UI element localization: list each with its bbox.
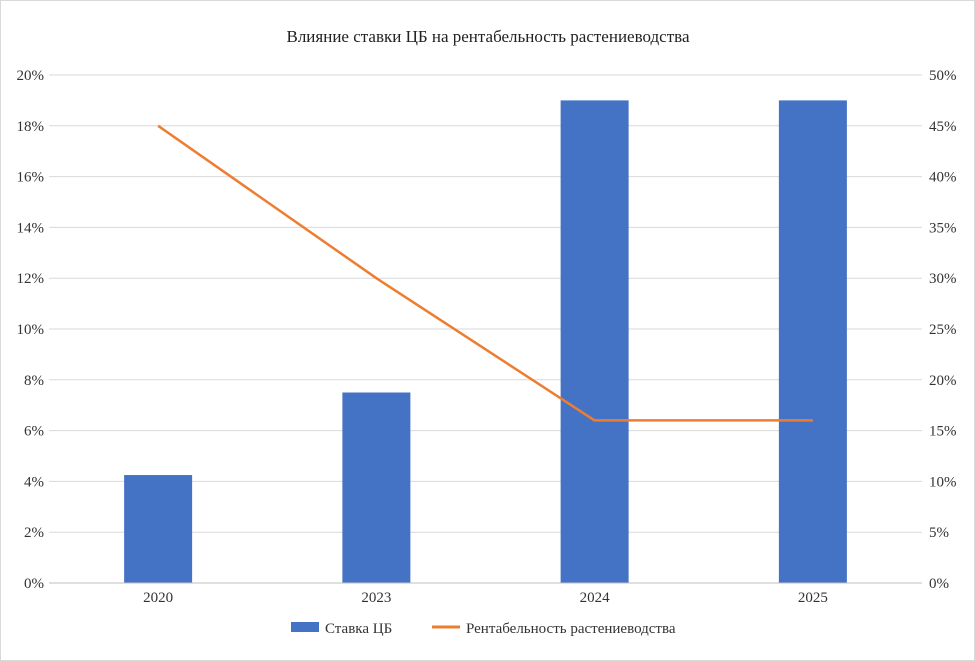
- y-right-tick-label: 20%: [929, 373, 957, 389]
- x-tick-label: 2024: [580, 590, 611, 606]
- y-right-tick-label: 40%: [929, 170, 957, 186]
- legend: Ставка ЦБ Рентабельность растениеводства: [291, 621, 676, 637]
- line-path: [157, 124, 813, 422]
- bar: [560, 100, 629, 584]
- y-left-tick-label: 0%: [24, 576, 44, 592]
- line-series-rentabelnost: [157, 124, 813, 422]
- y-right-tick-label: 15%: [929, 424, 957, 440]
- y-left-tick-label: 10%: [17, 322, 45, 338]
- y-left-tick-label: 18%: [17, 119, 45, 135]
- y-right-tick-label: 5%: [929, 525, 949, 541]
- y-left-tick-label: 8%: [24, 373, 44, 389]
- y-left-tick-label: 4%: [24, 474, 44, 490]
- y-right-tick-label: 45%: [929, 119, 957, 135]
- bar: [342, 392, 411, 583]
- bar: [778, 100, 847, 584]
- y-right-tick-label: 10%: [929, 474, 957, 490]
- y-left-tick-label: 12%: [17, 271, 45, 287]
- y-left-tick-label: 6%: [24, 424, 44, 440]
- y-right-tick-label: 30%: [929, 271, 957, 287]
- y-right-tick-label: 0%: [929, 576, 949, 592]
- legend-label-stavka: Ставка ЦБ: [325, 621, 392, 637]
- chart-title: Влияние ставки ЦБ на рентабельность раст…: [286, 27, 689, 46]
- legend-label-rentabelnost: Рентабельность растениеводства: [466, 621, 676, 637]
- y-left-tick-label: 2%: [24, 525, 44, 541]
- y-left-tick-label: 20%: [17, 68, 45, 84]
- y-right-tick-label: 35%: [929, 220, 957, 236]
- y-left-tick-label: 16%: [17, 170, 45, 186]
- bar-series-stavka: [124, 100, 847, 584]
- legend-swatch-bar: [291, 622, 319, 632]
- x-tick-label: 2025: [798, 590, 828, 606]
- y-right-tick-label: 25%: [929, 322, 957, 338]
- y-right-tick-label: 50%: [929, 68, 957, 84]
- gridlines: [49, 74, 922, 533]
- bar: [124, 475, 193, 583]
- x-tick-label: 2023: [361, 590, 391, 606]
- axes: 0% 2% 4% 6% 8% 10% 12% 14% 16% 18% 20% 0% 5% 10% 15% 20…: [17, 68, 957, 606]
- x-tick-label: 2020: [143, 590, 173, 606]
- y-left-tick-label: 14%: [17, 220, 45, 236]
